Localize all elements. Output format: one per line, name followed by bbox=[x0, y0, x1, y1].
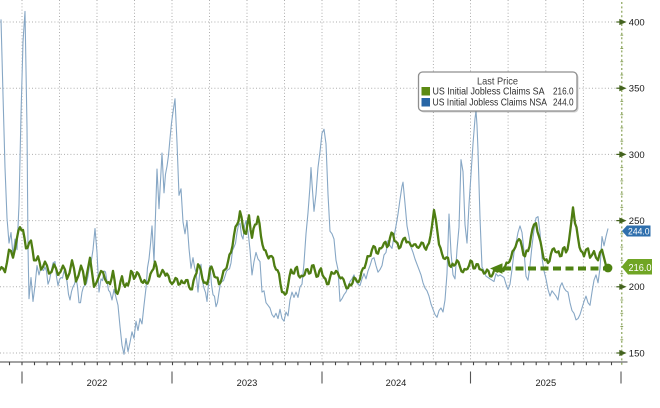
svg-text:350: 350 bbox=[629, 84, 645, 95]
svg-text:US Initial Jobless Claims SA: US Initial Jobless Claims SA bbox=[433, 87, 545, 98]
svg-text:2023: 2023 bbox=[237, 378, 258, 388]
svg-text:2022: 2022 bbox=[87, 378, 108, 388]
svg-text:200: 200 bbox=[629, 282, 645, 293]
svg-text:300: 300 bbox=[629, 150, 645, 161]
svg-text:Last Price: Last Price bbox=[477, 76, 518, 88]
svg-text:150: 150 bbox=[629, 348, 645, 359]
svg-text:250: 250 bbox=[629, 216, 645, 227]
svg-text:2025: 2025 bbox=[535, 378, 556, 388]
svg-text:244.0: 244.0 bbox=[553, 98, 574, 109]
svg-text:400: 400 bbox=[629, 17, 645, 28]
svg-text:2024: 2024 bbox=[386, 378, 407, 388]
svg-text:244.0: 244.0 bbox=[628, 227, 650, 237]
svg-text:US Initial Jobless Claims NSA: US Initial Jobless Claims NSA bbox=[433, 98, 548, 109]
svg-text:216.0: 216.0 bbox=[629, 262, 652, 274]
svg-text:216.0: 216.0 bbox=[553, 87, 574, 98]
